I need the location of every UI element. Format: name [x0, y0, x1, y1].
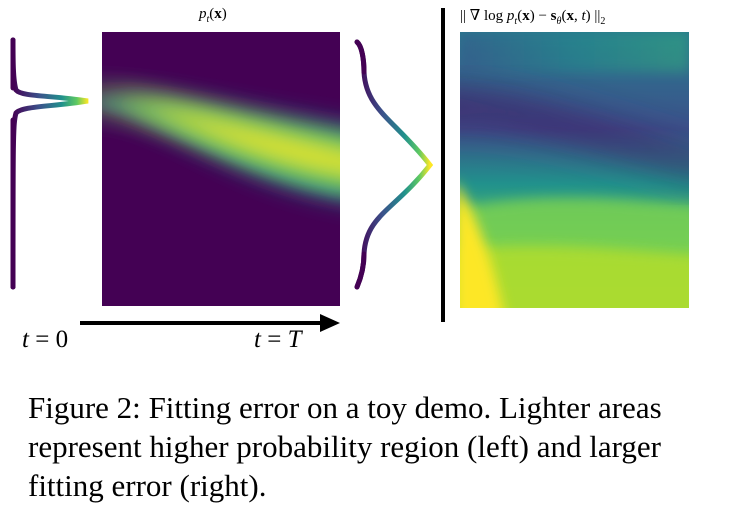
time-arrow	[80, 314, 340, 332]
figure-graphic	[10, 8, 689, 332]
error-title: || ∇ log pt(x) − sθ(x, t) ||2	[460, 8, 606, 27]
time-end-label: t = T	[254, 326, 302, 353]
marginal-curve-start	[10, 37, 89, 290]
density-title: pt(x)	[199, 6, 227, 25]
caption-text: Fitting error on a toy demo. Lighter are…	[28, 390, 662, 503]
time-start-label: t = 0	[22, 326, 69, 353]
density-heatmap	[102, 32, 340, 306]
error-heatmap	[460, 32, 689, 308]
caption-label: Figure 2:	[28, 390, 141, 425]
marginal-curve-end	[354, 39, 434, 290]
figure-caption: Figure 2: Fitting error on a toy demo. L…	[28, 388, 733, 505]
figure: pt(x) || ∇ log pt(x) − sθ(x, t) ||2 t = …	[10, 6, 689, 353]
